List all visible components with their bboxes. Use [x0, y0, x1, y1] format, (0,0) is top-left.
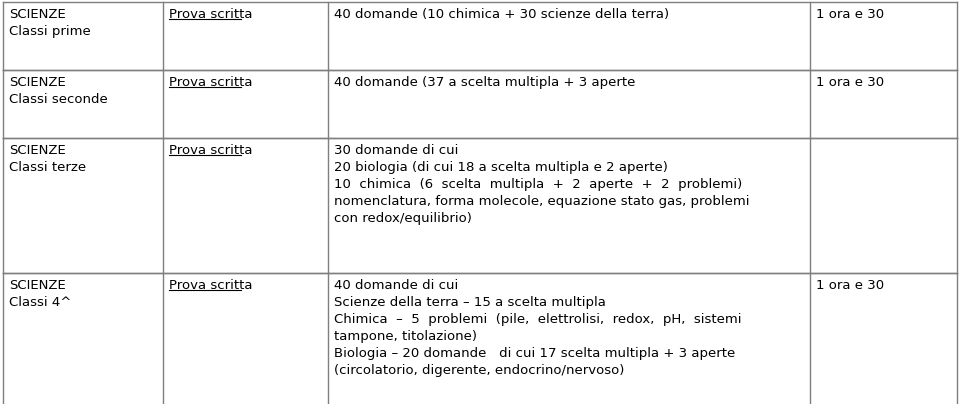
Text: 40 domande (10 chimica + 30 scienze della terra): 40 domande (10 chimica + 30 scienze dell…	[334, 8, 669, 21]
Text: 1 ora e 30: 1 ora e 30	[816, 279, 884, 292]
Text: 40 domande di cui
Scienze della terra – 15 a scelta multipla
Chimica  –  5  prob: 40 domande di cui Scienze della terra – …	[334, 279, 741, 377]
Text: Prova scritta: Prova scritta	[169, 76, 252, 89]
Text: 1 ora e 30: 1 ora e 30	[816, 8, 884, 21]
Text: SCIENZE
Classi seconde: SCIENZE Classi seconde	[9, 76, 108, 106]
Text: Prova scritta: Prova scritta	[169, 279, 252, 292]
Text: SCIENZE
Classi terze: SCIENZE Classi terze	[9, 144, 86, 174]
Text: SCIENZE
Classi prime: SCIENZE Classi prime	[9, 8, 91, 38]
Text: SCIENZE
Classi 4^: SCIENZE Classi 4^	[9, 279, 71, 309]
Text: 1 ora e 30: 1 ora e 30	[816, 76, 884, 89]
Text: 40 domande (37 a scelta multipla + 3 aperte: 40 domande (37 a scelta multipla + 3 ape…	[334, 76, 636, 89]
Text: Prova scritta: Prova scritta	[169, 8, 252, 21]
Text: 30 domande di cui
20 biologia (di cui 18 a scelta multipla e 2 aperte)
10  chimi: 30 domande di cui 20 biologia (di cui 18…	[334, 144, 750, 225]
Text: Prova scritta: Prova scritta	[169, 144, 252, 157]
